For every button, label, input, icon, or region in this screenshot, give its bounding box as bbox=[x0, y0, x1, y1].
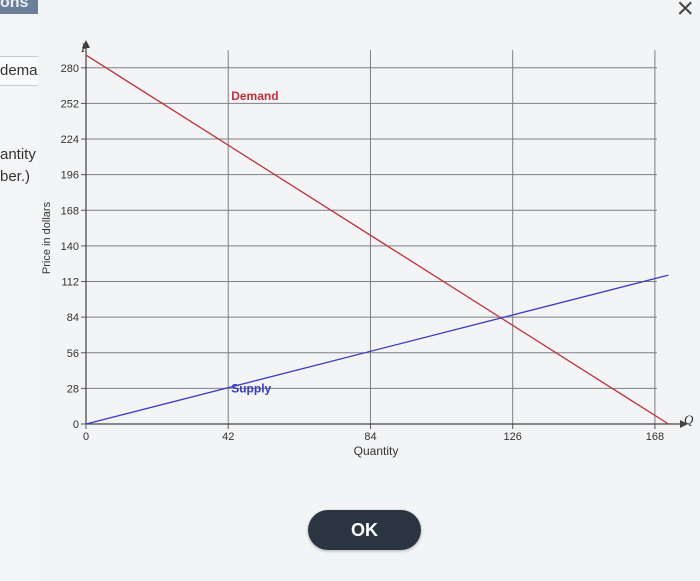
ok-button[interactable]: OK bbox=[308, 510, 421, 550]
x-axis-arrow bbox=[680, 420, 688, 428]
y-tick-label: 280 bbox=[61, 63, 79, 75]
y-axis-letter: P bbox=[80, 40, 89, 55]
close-icon[interactable]: × bbox=[676, 0, 694, 25]
y-tick-label: 224 bbox=[61, 134, 79, 146]
series: Demand Supply bbox=[85, 54, 669, 425]
y-tick-label: 56 bbox=[67, 348, 79, 360]
x-tick-label: 0 bbox=[83, 431, 89, 443]
axes: 0 28 56 84 112 140 168 196 224 252 280 0 42 84 126 168 bbox=[61, 40, 688, 443]
x-tick-label: 126 bbox=[504, 431, 522, 443]
y-tick-label: 140 bbox=[61, 241, 79, 253]
y-tick-label: 84 bbox=[67, 312, 79, 324]
grid bbox=[86, 50, 657, 424]
y-tick-label: 0 bbox=[73, 419, 79, 431]
left-text-antity: antity bbox=[0, 146, 36, 163]
supply-label: Supply bbox=[231, 381, 271, 395]
x-tick-label: 84 bbox=[364, 431, 376, 443]
y-axis-arrow bbox=[82, 40, 90, 48]
chart-dialog bbox=[38, 0, 700, 581]
y-tick-label: 168 bbox=[61, 205, 79, 217]
x-tick-label: 168 bbox=[646, 431, 664, 443]
left-header-bar: ons bbox=[0, 0, 38, 14]
left-panel: ons dema antity ber.) bbox=[0, 0, 39, 581]
y-tick-label: 112 bbox=[61, 277, 79, 289]
left-text-dema: dema bbox=[0, 62, 38, 79]
supply-line bbox=[85, 274, 669, 425]
y-axis-label: Price in dollars bbox=[41, 201, 53, 274]
x-axis-letter: Q bbox=[684, 412, 694, 427]
left-header-text: ons bbox=[0, 0, 29, 11]
demand-line bbox=[85, 54, 669, 425]
y-tick-label: 196 bbox=[61, 170, 79, 182]
y-tick-label: 28 bbox=[67, 383, 79, 395]
y-tick-label: 252 bbox=[61, 98, 79, 110]
left-tab[interactable] bbox=[0, 56, 38, 86]
x-axis-label: Quantity bbox=[354, 444, 399, 458]
demand-label: Demand bbox=[231, 89, 278, 103]
left-text-ber: ber.) bbox=[0, 168, 31, 185]
x-tick-label: 42 bbox=[222, 431, 234, 443]
